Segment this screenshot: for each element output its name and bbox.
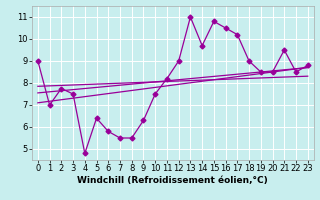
X-axis label: Windchill (Refroidissement éolien,°C): Windchill (Refroidissement éolien,°C) [77, 176, 268, 185]
